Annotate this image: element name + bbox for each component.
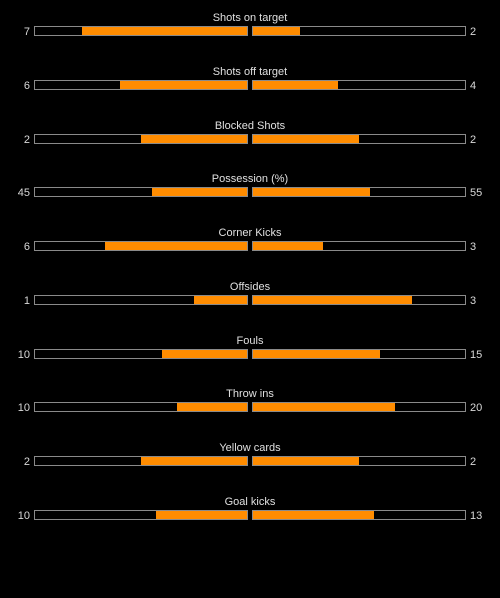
home-value: 6 [23, 241, 30, 253]
home-bar [34, 134, 248, 144]
stat-row-shots-on-target: Shots on target 7 2 [0, 11, 500, 51]
stat-label: Shots on target [212, 12, 288, 24]
away-value: 4 [470, 80, 477, 92]
stat-label: Corner Kicks [218, 227, 282, 239]
away-bar-fill [253, 296, 412, 304]
home-value: 2 [23, 134, 30, 146]
home-bar-fill [177, 403, 247, 411]
away-value: 3 [470, 295, 477, 307]
home-bar-fill [141, 135, 247, 143]
stat-label: Offsides [229, 281, 271, 293]
home-value: 7 [23, 26, 30, 38]
stat-row-blocked-shots: Blocked Shots 2 2 [0, 119, 500, 159]
home-bar [34, 349, 248, 359]
home-bar [34, 80, 248, 90]
stat-label: Goal kicks [224, 496, 276, 508]
stat-row-shots-off-target: Shots off target 6 4 [0, 65, 500, 105]
away-bar-fill [253, 350, 381, 358]
away-value: 15 [470, 349, 483, 361]
home-bar-fill [162, 350, 247, 358]
stat-row-possession: Possession (%) 45 55 [0, 172, 500, 212]
away-bar [252, 134, 466, 144]
home-bar [34, 241, 248, 251]
stat-row-offsides: Offsides 1 3 [0, 280, 500, 320]
home-bar-fill [155, 511, 247, 519]
home-bar-fill [104, 242, 247, 250]
stat-label: Possession (%) [211, 173, 289, 185]
home-bar [34, 510, 248, 520]
away-bar [252, 402, 466, 412]
stat-row-goal-kicks: Goal kicks 10 13 [0, 495, 500, 535]
away-value: 2 [470, 134, 477, 146]
stat-row-corner-kicks: Corner Kicks 6 3 [0, 226, 500, 266]
home-bar [34, 456, 248, 466]
home-bar-fill [194, 296, 247, 304]
home-bar [34, 26, 248, 36]
away-bar-fill [253, 457, 359, 465]
stat-label: Blocked Shots [214, 120, 286, 132]
away-bar-fill [253, 81, 338, 89]
away-bar-fill [253, 188, 370, 196]
away-bar [252, 349, 466, 359]
stat-label: Shots off target [212, 66, 288, 78]
away-bar-fill [253, 135, 359, 143]
away-value: 3 [470, 241, 477, 253]
home-bar-fill [141, 457, 247, 465]
home-bar [34, 187, 248, 197]
away-bar [252, 456, 466, 466]
home-value: 45 [17, 187, 30, 199]
stat-row-yellow-cards: Yellow cards 2 2 [0, 441, 500, 481]
home-bar [34, 402, 248, 412]
home-value: 10 [17, 349, 30, 361]
stat-label: Fouls [236, 335, 264, 347]
home-value: 2 [23, 456, 30, 468]
away-bar [252, 80, 466, 90]
away-value: 2 [470, 26, 477, 38]
away-bar [252, 295, 466, 305]
home-bar-fill [119, 81, 247, 89]
away-bar-fill [253, 242, 323, 250]
home-value: 10 [17, 510, 30, 522]
away-value: 2 [470, 456, 477, 468]
home-bar-fill [151, 188, 247, 196]
away-bar [252, 26, 466, 36]
away-value: 13 [470, 510, 483, 522]
home-value: 1 [23, 295, 30, 307]
home-value: 6 [23, 80, 30, 92]
away-bar [252, 187, 466, 197]
away-bar-fill [253, 511, 374, 519]
home-value: 10 [17, 402, 30, 414]
away-bar [252, 241, 466, 251]
away-bar-fill [253, 403, 396, 411]
stat-row-fouls: Fouls 10 15 [0, 334, 500, 374]
home-bar-fill [81, 27, 247, 35]
away-value: 20 [470, 402, 483, 414]
stat-label: Yellow cards [219, 442, 281, 454]
away-bar-fill [253, 27, 300, 35]
away-bar [252, 510, 466, 520]
away-value: 55 [470, 187, 483, 199]
stat-row-throw-ins: Throw ins 10 20 [0, 387, 500, 427]
home-bar [34, 295, 248, 305]
stat-label: Throw ins [226, 388, 274, 400]
